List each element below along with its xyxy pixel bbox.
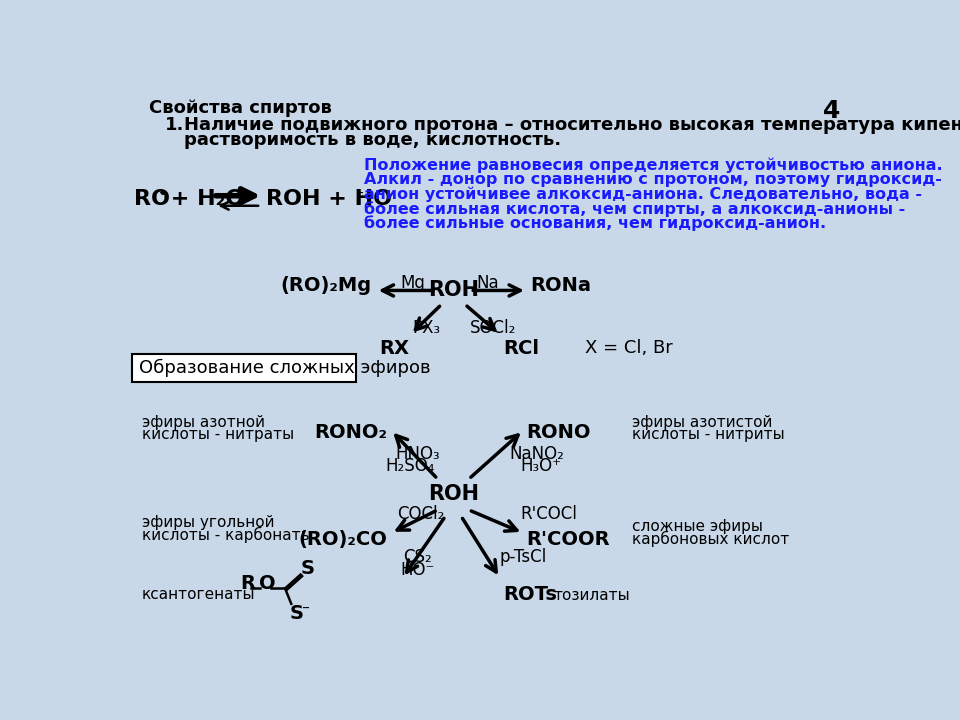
Text: ROH + HO: ROH + HO bbox=[267, 189, 393, 209]
Text: сложные эфиры: сложные эфиры bbox=[632, 519, 762, 534]
Text: RONO₂: RONO₂ bbox=[314, 423, 388, 442]
Text: R: R bbox=[240, 574, 255, 593]
Text: RONa: RONa bbox=[530, 276, 591, 295]
Text: 1.: 1. bbox=[165, 116, 184, 134]
Text: R'COCl: R'COCl bbox=[520, 505, 577, 523]
Text: CS₂: CS₂ bbox=[403, 549, 432, 567]
Text: ⁻: ⁻ bbox=[302, 604, 310, 618]
Text: RO: RO bbox=[134, 189, 170, 209]
Text: RX: RX bbox=[379, 339, 410, 358]
Text: ⁻: ⁻ bbox=[158, 189, 167, 204]
Text: S: S bbox=[300, 559, 315, 578]
Text: H₃O⁺: H₃O⁺ bbox=[520, 456, 561, 474]
Text: 4: 4 bbox=[824, 99, 841, 122]
Text: (RO)₂Mg: (RO)₂Mg bbox=[280, 276, 372, 295]
Text: Na: Na bbox=[477, 274, 499, 292]
Text: ⁻: ⁻ bbox=[356, 189, 365, 204]
Text: Алкил - донор по сравнению с протоном, поэтому гидроксид-: Алкил - донор по сравнению с протоном, п… bbox=[364, 172, 942, 187]
Text: + H₂O: + H₂O bbox=[163, 189, 245, 209]
Text: X = Cl, Br: X = Cl, Br bbox=[585, 339, 673, 357]
Text: PX₃: PX₃ bbox=[412, 319, 441, 337]
Text: Mg: Mg bbox=[400, 274, 425, 292]
Text: RCl: RCl bbox=[503, 339, 539, 358]
Text: Положение равновесия определяется устойчивостью аниона.: Положение равновесия определяется устойч… bbox=[364, 157, 943, 173]
Text: ROH: ROH bbox=[428, 485, 479, 505]
Text: кислоты - карбонаты: кислоты - карбонаты bbox=[142, 527, 312, 543]
Text: HO⁻: HO⁻ bbox=[400, 561, 435, 579]
Text: SOCl₂: SOCl₂ bbox=[470, 319, 516, 337]
Text: Образование сложных эфиров: Образование сложных эфиров bbox=[138, 359, 430, 377]
Text: RONO: RONO bbox=[526, 423, 590, 442]
Text: NaNO₂: NaNO₂ bbox=[509, 445, 564, 463]
Text: O: O bbox=[259, 574, 276, 593]
Text: ROH: ROH bbox=[428, 281, 479, 300]
Text: COCl₂: COCl₂ bbox=[396, 505, 444, 523]
Text: H₂SO₄: H₂SO₄ bbox=[386, 456, 435, 474]
Text: Свойства спиртов: Свойства спиртов bbox=[150, 99, 332, 117]
Text: ксантогенаты: ксантогенаты bbox=[142, 587, 255, 602]
FancyBboxPatch shape bbox=[132, 354, 356, 382]
Text: (RO)₂CO: (RO)₂CO bbox=[299, 530, 388, 549]
Text: кислоты - нитриты: кислоты - нитриты bbox=[632, 427, 784, 442]
Text: эфиры угольной: эфиры угольной bbox=[142, 516, 275, 531]
Text: S: S bbox=[290, 604, 303, 623]
Text: HNO₃: HNO₃ bbox=[396, 445, 440, 463]
Text: •: • bbox=[158, 188, 167, 201]
Text: Наличие подвижного протона – относительно высокая температура кипения,: Наличие подвижного протона – относительн… bbox=[183, 116, 960, 134]
Text: карбоновых кислот: карбоновых кислот bbox=[632, 531, 789, 547]
Text: кислоты - нитраты: кислоты - нитраты bbox=[142, 427, 294, 442]
Text: ROTs: ROTs bbox=[503, 585, 557, 604]
Text: анион устойчивее алкоксид-аниона. Следовательно, вода -: анион устойчивее алкоксид-аниона. Следов… bbox=[364, 186, 923, 202]
Text: более сильная кислота, чем спирты, а алкоксид-анионы -: более сильная кислота, чем спирты, а алк… bbox=[364, 201, 905, 217]
Text: p-TsCl: p-TsCl bbox=[500, 549, 547, 567]
Text: R'COOR: R'COOR bbox=[526, 530, 610, 549]
Text: эфиры азотистой: эфиры азотистой bbox=[632, 415, 772, 430]
Text: тозилаты: тозилаты bbox=[554, 588, 631, 603]
Text: эфиры азотной: эфиры азотной bbox=[142, 415, 265, 430]
Text: более сильные основания, чем гидроксид-анион.: более сильные основания, чем гидроксид-а… bbox=[364, 216, 827, 232]
Text: растворимость в воде, кислотность.: растворимость в воде, кислотность. bbox=[183, 131, 561, 149]
